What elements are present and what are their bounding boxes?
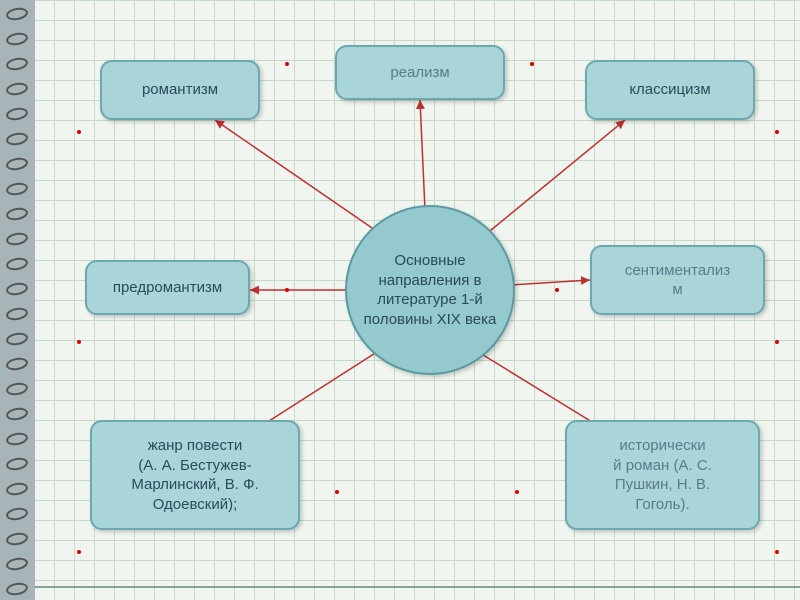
- handle-dot: [335, 490, 339, 494]
- handle-dot: [775, 340, 779, 344]
- handle-dot: [77, 340, 81, 344]
- handle-dot: [530, 62, 534, 66]
- node-historical: исторически й роман (А. С. Пушкин, Н. В.…: [565, 420, 760, 530]
- node-povest: жанр повести (А. А. Бестужев- Марлинский…: [90, 420, 300, 530]
- handle-dot: [77, 550, 81, 554]
- spiral-binding: [0, 0, 35, 600]
- node-label: исторически й роман (А. С. Пушкин, Н. В.…: [613, 436, 712, 514]
- diagram-canvas: Основные направления в литературе 1-й по…: [35, 0, 800, 600]
- node-romanticism: романтизм: [100, 60, 260, 120]
- node-label: предромантизм: [113, 278, 222, 298]
- node-label: романтизм: [142, 80, 218, 100]
- handle-dot: [515, 490, 519, 494]
- center-node-label: Основные направления в литературе 1-й по…: [357, 251, 503, 329]
- node-sentimentalism: сентиментализ м: [590, 245, 765, 315]
- center-node: Основные направления в литературе 1-й по…: [345, 205, 515, 375]
- handle-dot: [285, 288, 289, 292]
- node-label: жанр повести (А. А. Бестужев- Марлинский…: [131, 436, 258, 514]
- node-classicism: классицизм: [585, 60, 755, 120]
- handle-dot: [555, 288, 559, 292]
- node-preromanticism: предромантизм: [85, 260, 250, 315]
- bottom-rule: [35, 586, 800, 588]
- node-realism: реализм: [335, 45, 505, 100]
- handle-dot: [285, 62, 289, 66]
- node-label: сентиментализ м: [625, 261, 730, 300]
- node-label: классицизм: [629, 80, 710, 100]
- handle-dot: [775, 550, 779, 554]
- handle-dot: [77, 130, 81, 134]
- node-label: реализм: [390, 63, 449, 83]
- handle-dot: [775, 130, 779, 134]
